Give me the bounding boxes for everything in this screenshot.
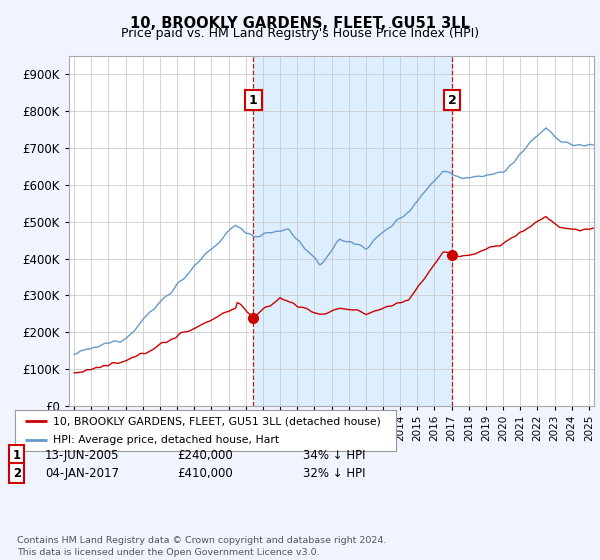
Text: 32% ↓ HPI: 32% ↓ HPI	[303, 466, 365, 480]
Text: Price paid vs. HM Land Registry's House Price Index (HPI): Price paid vs. HM Land Registry's House …	[121, 27, 479, 40]
Text: 10, BROOKLY GARDENS, FLEET, GU51 3LL (detached house): 10, BROOKLY GARDENS, FLEET, GU51 3LL (de…	[53, 417, 381, 426]
Text: £240,000: £240,000	[177, 449, 233, 462]
Text: 04-JAN-2017: 04-JAN-2017	[45, 466, 119, 480]
Text: 1: 1	[13, 449, 21, 462]
Text: 1: 1	[249, 94, 258, 107]
Text: 2: 2	[13, 466, 21, 480]
Text: £410,000: £410,000	[177, 466, 233, 480]
Text: 2: 2	[448, 94, 457, 107]
Text: 34% ↓ HPI: 34% ↓ HPI	[303, 449, 365, 462]
Text: HPI: Average price, detached house, Hart: HPI: Average price, detached house, Hart	[53, 435, 279, 445]
Text: 10, BROOKLY GARDENS, FLEET, GU51 3LL: 10, BROOKLY GARDENS, FLEET, GU51 3LL	[130, 16, 470, 31]
Text: Contains HM Land Registry data © Crown copyright and database right 2024.
This d: Contains HM Land Registry data © Crown c…	[17, 536, 386, 557]
Text: 13-JUN-2005: 13-JUN-2005	[45, 449, 119, 462]
Bar	[253, 56, 452, 406]
